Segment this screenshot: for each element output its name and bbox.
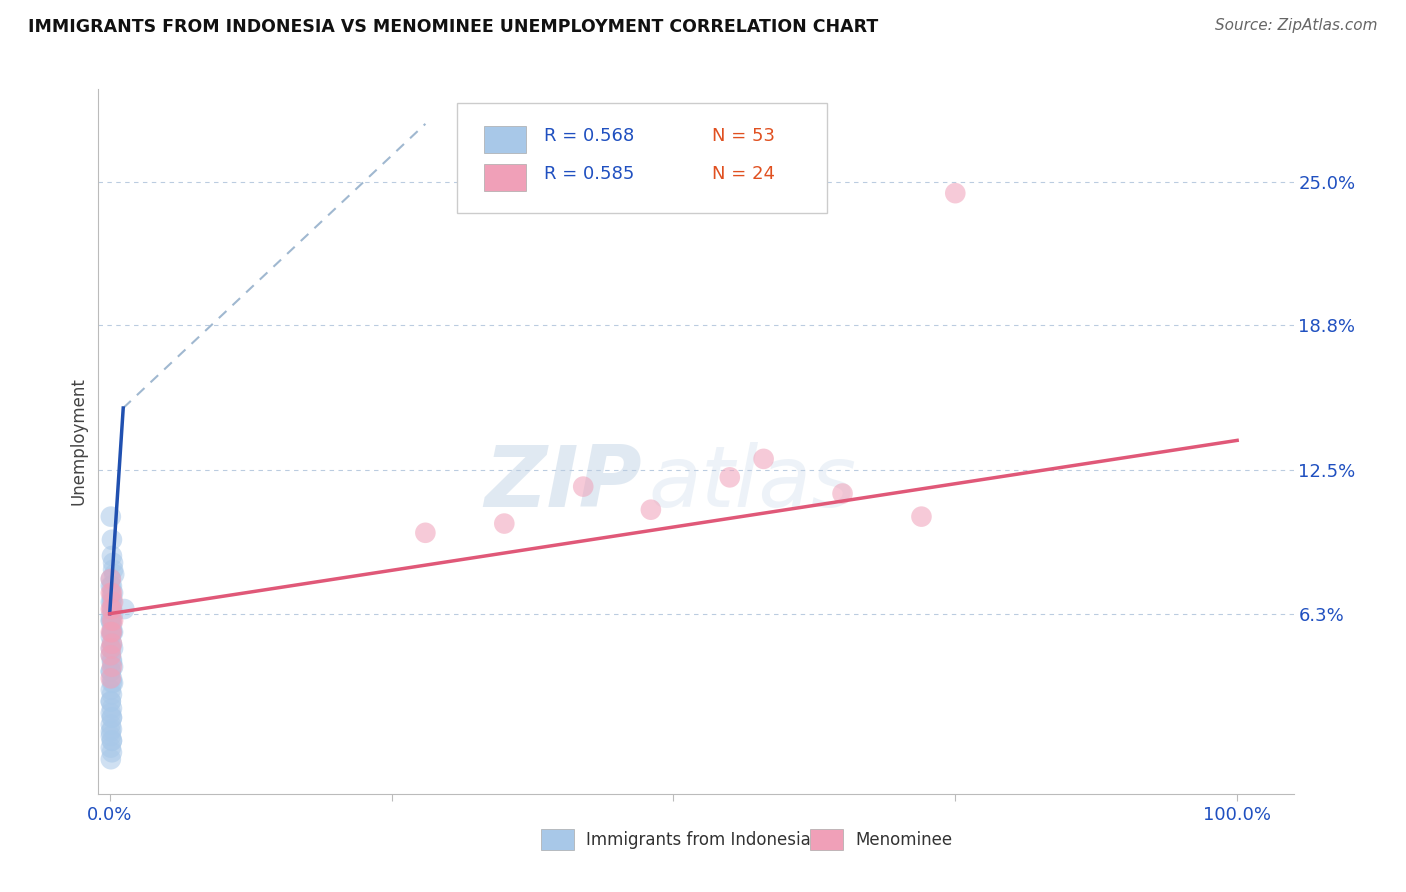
Point (100, 625, 122, 640)
Point (100, 614, 122, 628)
Point (101, 602, 124, 616)
Point (100, 694, 122, 708)
Point (100, 740, 122, 755)
Point (101, 660, 124, 674)
Point (101, 701, 124, 715)
Point (101, 586, 124, 600)
Point (831, 486, 853, 500)
Point (101, 607, 124, 621)
Point (100, 602, 122, 616)
Point (101, 671, 124, 685)
Point (100, 579, 122, 593)
Y-axis label: Unemployment: Unemployment (69, 377, 87, 506)
Point (752, 451, 775, 466)
Point (100, 641, 122, 656)
Point (101, 653, 124, 667)
Point (100, 665, 122, 679)
Point (640, 502, 662, 516)
Point (100, 572, 122, 586)
Point (101, 711, 124, 725)
Point (101, 595, 124, 609)
Point (101, 660, 124, 674)
Point (100, 752, 122, 766)
Point (101, 602, 124, 616)
Point (100, 509, 122, 524)
Text: R = 0.568: R = 0.568 (544, 128, 634, 145)
FancyBboxPatch shape (457, 103, 827, 212)
Point (100, 694, 122, 708)
Point (101, 676, 124, 690)
Point (100, 641, 122, 656)
Point (101, 614, 124, 628)
Point (101, 655, 124, 669)
Point (101, 676, 124, 690)
Point (101, 745, 124, 759)
Point (100, 630, 122, 644)
Point (494, 516, 516, 531)
Point (100, 609, 122, 624)
Text: IMMIGRANTS FROM INDONESIA VS MENOMINEE UNEMPLOYMENT CORRELATION CHART: IMMIGRANTS FROM INDONESIA VS MENOMINEE U… (28, 18, 879, 36)
Point (100, 595, 122, 609)
Point (101, 688, 124, 702)
Text: N = 53: N = 53 (711, 128, 775, 145)
Point (572, 480, 595, 494)
Point (101, 533, 124, 547)
Point (101, 733, 124, 747)
Point (718, 470, 741, 484)
Point (101, 722, 124, 736)
Point (101, 711, 124, 725)
Point (100, 648, 122, 663)
Point (100, 614, 122, 628)
Point (100, 572, 122, 586)
Point (101, 549, 124, 563)
Point (100, 665, 122, 679)
Point (100, 648, 122, 663)
Point (101, 625, 124, 640)
Point (101, 641, 124, 656)
FancyBboxPatch shape (810, 830, 844, 850)
Text: R = 0.585: R = 0.585 (544, 165, 634, 183)
Point (100, 671, 122, 685)
Point (100, 682, 122, 697)
Point (415, 525, 437, 540)
Point (101, 556, 124, 570)
Text: ZIP: ZIP (485, 442, 643, 525)
Point (101, 563, 124, 577)
Point (101, 733, 124, 747)
Point (100, 729, 122, 743)
Point (101, 637, 124, 651)
FancyBboxPatch shape (541, 830, 574, 850)
Point (101, 579, 124, 593)
Point (101, 595, 124, 609)
Point (100, 706, 122, 720)
Point (100, 717, 122, 731)
Point (100, 724, 122, 739)
Point (101, 625, 124, 640)
Point (910, 509, 932, 524)
Text: Menominee: Menominee (855, 830, 952, 848)
Text: N = 24: N = 24 (711, 165, 775, 183)
Point (112, 602, 135, 616)
Point (101, 586, 124, 600)
Point (101, 591, 124, 605)
Point (101, 614, 124, 628)
Point (943, 186, 966, 201)
Point (101, 625, 124, 640)
Point (100, 586, 122, 600)
Point (101, 618, 124, 632)
FancyBboxPatch shape (485, 163, 526, 191)
Point (101, 637, 124, 651)
FancyBboxPatch shape (485, 127, 526, 153)
Text: Source: ZipAtlas.com: Source: ZipAtlas.com (1215, 18, 1378, 33)
Text: atlas: atlas (648, 442, 856, 525)
Point (103, 567, 125, 582)
Text: Immigrants from Indonesia: Immigrants from Indonesia (586, 830, 811, 848)
Point (101, 625, 124, 640)
